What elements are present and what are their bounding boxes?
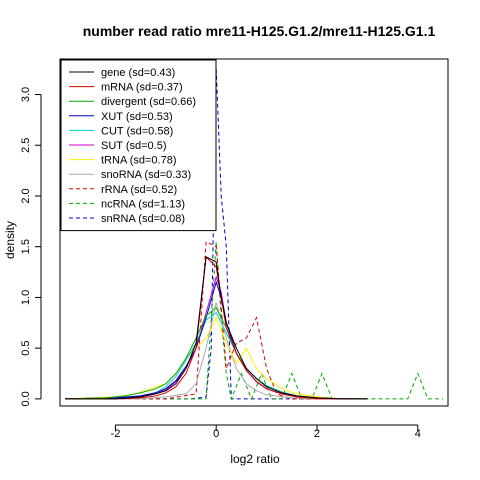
x-tick-label: 0: [213, 428, 219, 440]
y-tick-label: 3.0: [20, 87, 32, 102]
legend-label: rRNA (sd=0.52): [101, 184, 177, 196]
legend-label: ncRNA (sd=1.13): [101, 198, 185, 210]
y-tick-label: 0.5: [20, 341, 32, 356]
x-tick-label: -2: [111, 428, 121, 440]
axes: -2 0 2 4 0.0 0.5 1.0 1.5 2.0 2.5 3.0: [20, 87, 421, 440]
y-tick-label: 2.5: [20, 138, 32, 153]
y-axis-label: density: [3, 221, 17, 259]
legend-label: divergent (sd=0.66): [101, 96, 196, 108]
y-tick-label: 0.0: [20, 391, 32, 406]
legend-label: gene (sd=0.43): [101, 67, 175, 79]
legend-label: XUT (sd=0.53): [101, 111, 173, 123]
legend-label: snoRNA (sd=0.33): [101, 169, 191, 181]
legend-label: SUT (sd=0.5): [101, 140, 167, 152]
legend-label: mRNA (sd=0.37): [101, 82, 183, 94]
y-tick-label: 1.0: [20, 290, 32, 305]
chart-title: number read ratio mre11-H125.G1.2/mre11-…: [83, 23, 436, 39]
plot-frame: [59, 58, 449, 407]
series-line: [64, 316, 368, 400]
series-line: [65, 69, 368, 400]
legend-label: CUT (sd=0.58): [101, 125, 173, 137]
legend-label: tRNA (sd=0.78): [101, 155, 177, 167]
series-line: [65, 302, 368, 400]
x-tick-label: 4: [415, 428, 421, 440]
series-line: [65, 240, 368, 400]
y-tick-label: 2.0: [20, 188, 32, 203]
x-axis-label: log2 ratio: [230, 452, 280, 466]
legend-label: snRNA (sd=0.08): [101, 213, 185, 225]
series-layer: [64, 69, 443, 401]
legend: gene (sd=0.43) mRNA (sd=0.37) divergent (s…: [60, 59, 217, 232]
y-tick-label: 1.5: [20, 239, 32, 254]
series-line: [65, 256, 368, 400]
x-tick-label: 2: [314, 428, 320, 440]
